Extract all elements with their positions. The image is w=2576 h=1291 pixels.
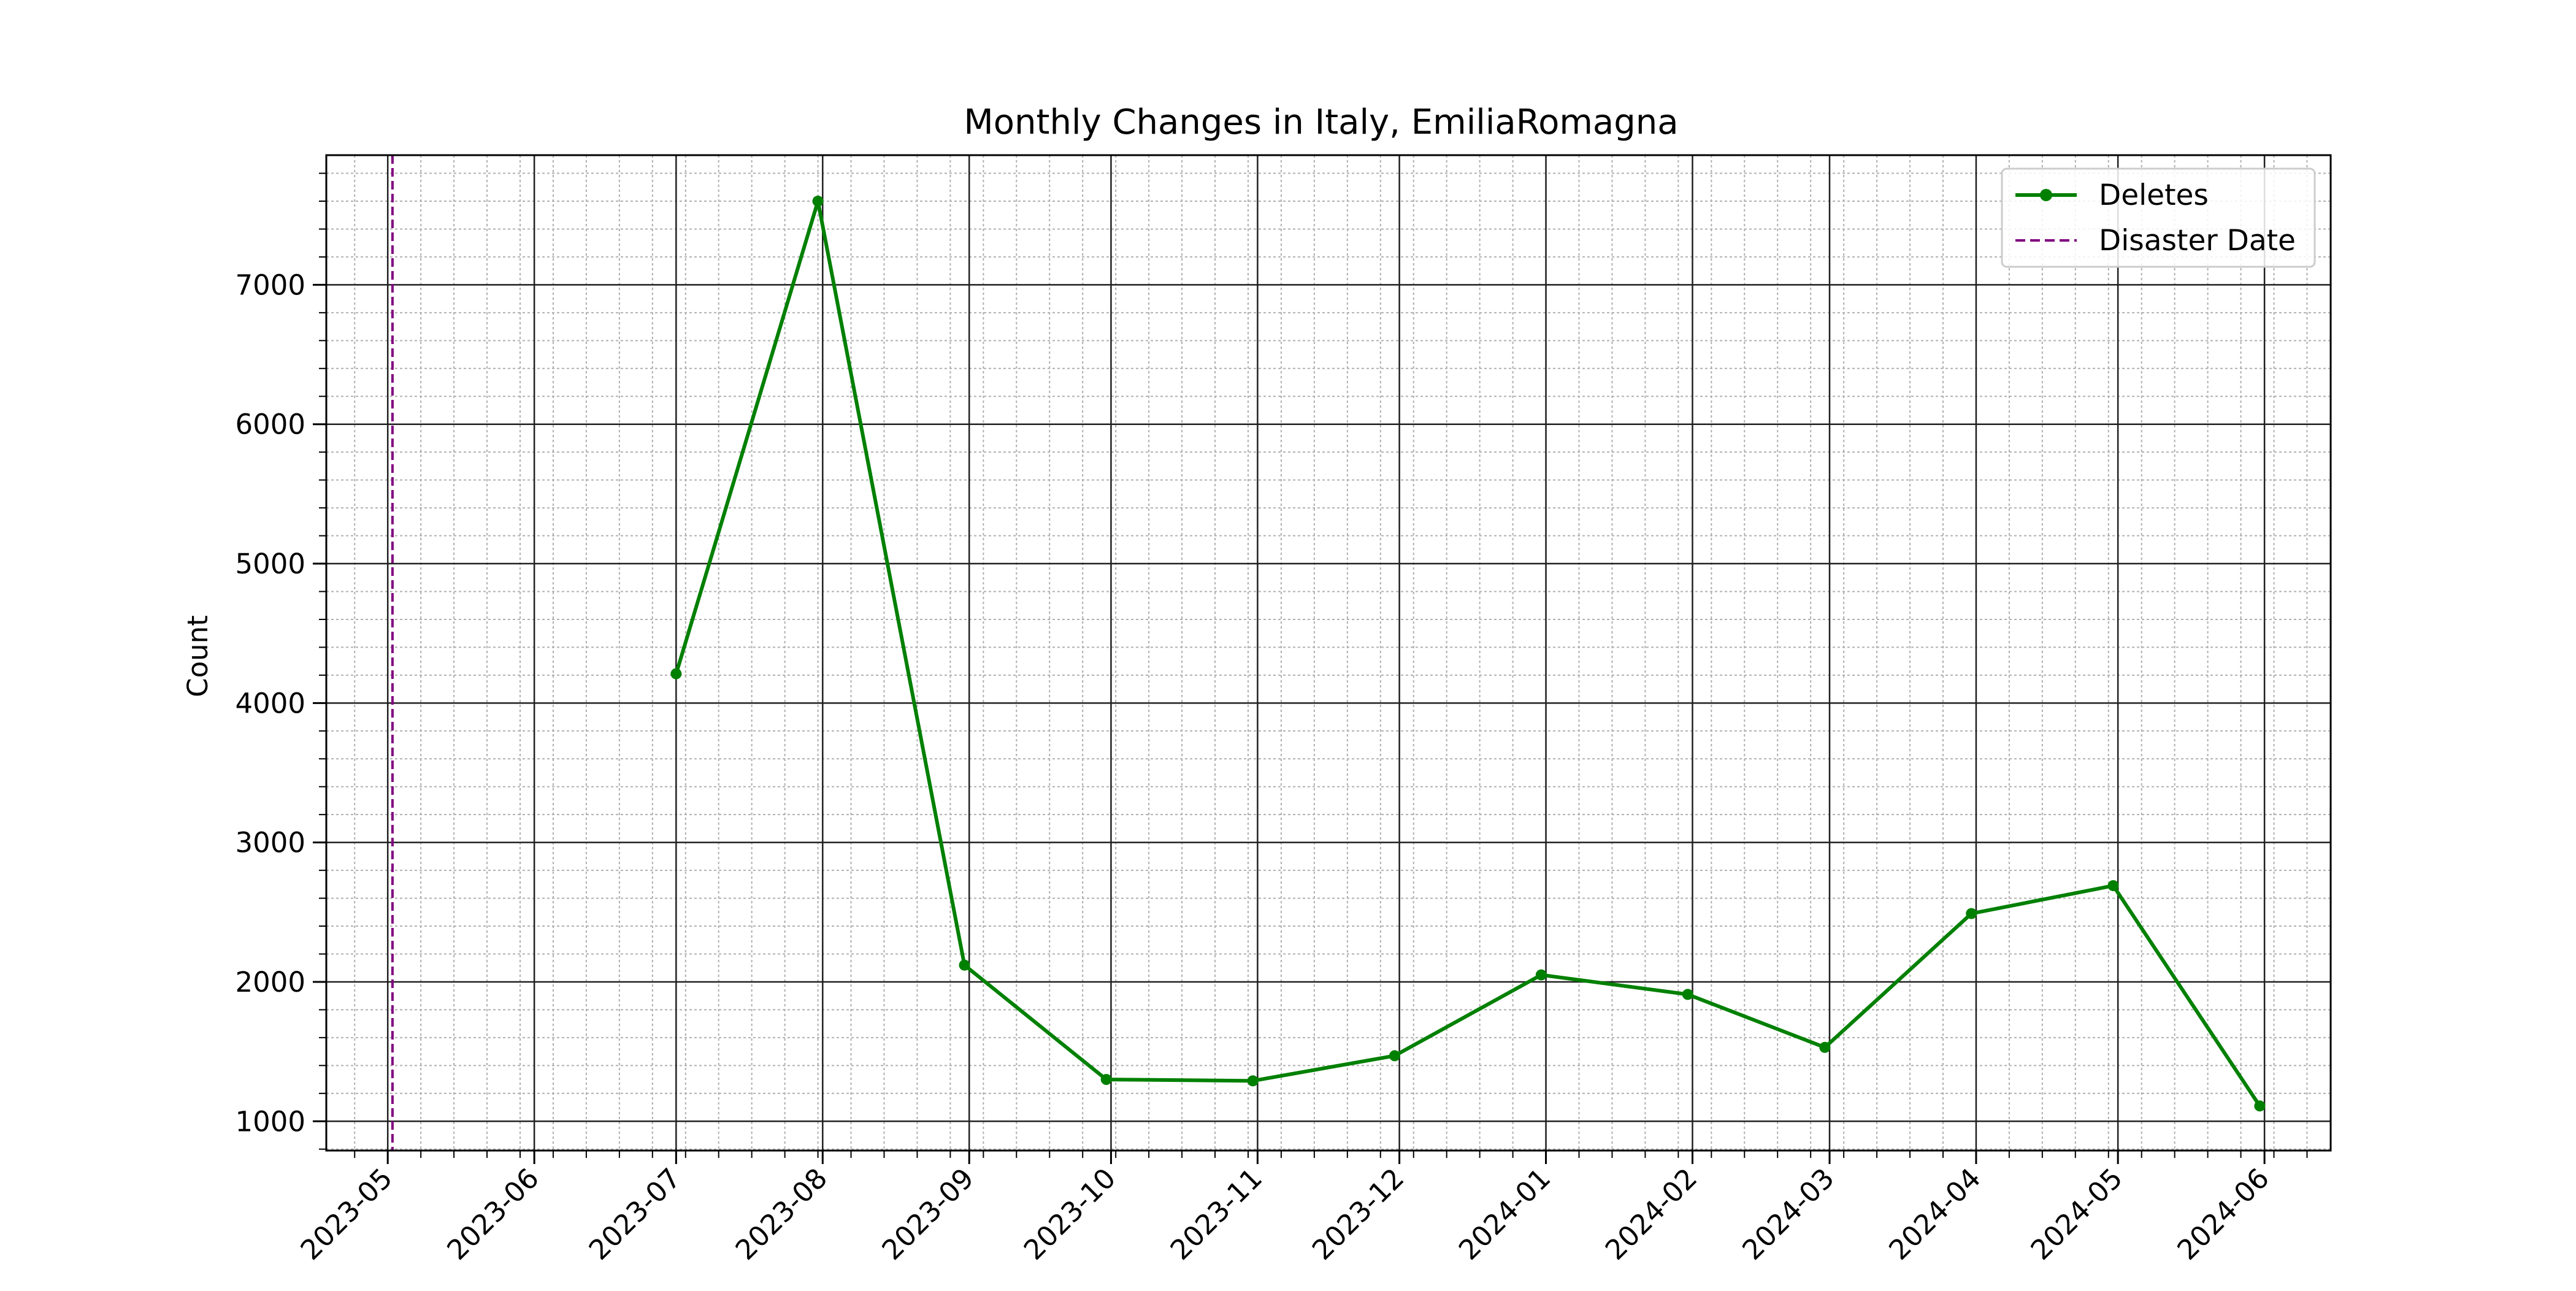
- data-point: [670, 668, 682, 680]
- legend-label-disaster-date: Disaster Date: [2099, 224, 2296, 258]
- y-tick-label: 7000: [235, 269, 305, 301]
- y-tick-label: 4000: [235, 687, 305, 719]
- y-axis-label: Count: [182, 615, 214, 697]
- data-point: [1389, 1050, 1400, 1062]
- legend-label-deletes: Deletes: [2099, 178, 2209, 212]
- legend-marker-deletes: [2040, 189, 2052, 201]
- data-point: [2254, 1100, 2266, 1112]
- plot-frame: [325, 154, 2332, 1152]
- data-point: [959, 959, 970, 971]
- y-tick-label: 6000: [235, 408, 305, 441]
- series-line-deletes: [674, 199, 2262, 1108]
- data-point: [812, 196, 824, 207]
- data-point: [1100, 1074, 1112, 1086]
- legend-frame: [2001, 167, 2316, 268]
- y-tick-label: 1000: [235, 1105, 305, 1138]
- y-tick-label: 5000: [235, 548, 305, 580]
- data-point: [1819, 1041, 1831, 1053]
- data-point: [1682, 989, 1693, 1000]
- data-point: [1966, 908, 1977, 919]
- data-point: [1247, 1075, 1259, 1087]
- data-point: [2107, 880, 2119, 892]
- y-tick-label: 3000: [235, 827, 305, 859]
- chart-title: Monthly Changes in Italy, EmiliaRomagna: [964, 102, 1678, 142]
- legend: Deletes Disaster Date: [2001, 167, 2316, 268]
- data-point: [1535, 969, 1547, 981]
- y-tick-label: 2000: [235, 966, 305, 998]
